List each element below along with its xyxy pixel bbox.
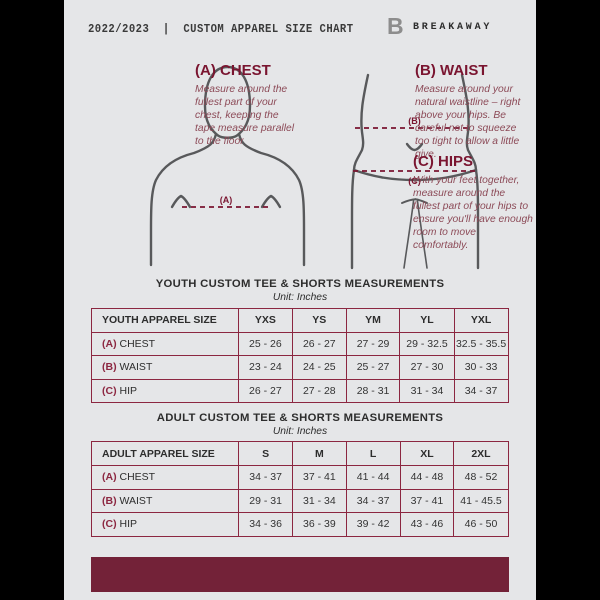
svg-text:(A): (A) [220, 195, 233, 205]
